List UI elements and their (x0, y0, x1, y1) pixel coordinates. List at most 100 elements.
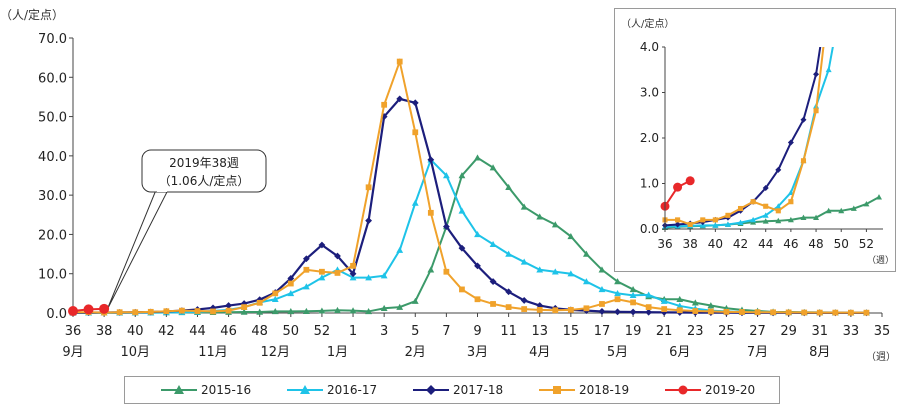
callout-pointer (106, 189, 169, 311)
inset-point-2015-16 (838, 207, 845, 214)
point-2016-17 (271, 295, 279, 302)
point-2018-19 (147, 308, 154, 315)
point-2018-19 (334, 270, 341, 276)
point-2017-18 (349, 270, 357, 278)
point-2018-19 (459, 286, 465, 293)
point-2015-16 (629, 286, 637, 293)
inset-point-2017-18 (800, 116, 807, 123)
main-month-label: 3月 (467, 345, 488, 360)
inset-point-2016-17 (750, 216, 757, 223)
main-x-tick-label: 11 (500, 324, 517, 339)
main-month-label: 5月 (607, 345, 628, 360)
legend-marker-2015-16 (161, 385, 197, 394)
main-x-tick-label: 31 (811, 324, 828, 339)
point-2017-18 (614, 308, 621, 316)
point-2015-16 (614, 278, 621, 285)
main-x-tick-label: 19 (625, 324, 642, 339)
point-2016-17 (567, 270, 575, 277)
point-2017-18 (225, 302, 232, 309)
main-x-tick-label: 17 (594, 324, 611, 339)
main-x-tick-label: 42 (158, 324, 175, 339)
inset-series-2018-19 (662, 47, 825, 227)
main-month-label: 9月 (62, 345, 83, 360)
inset-point-2017-18 (674, 221, 681, 228)
inset-x-tick-label: 46 (783, 237, 798, 251)
main-x-tick-label: 38 (96, 324, 113, 339)
main-month-label: 8月 (809, 345, 830, 360)
point-2015-16 (302, 307, 310, 314)
inset-point-2018-19 (675, 217, 681, 223)
main-y-tick-label: 50.0 (38, 111, 67, 126)
callout-line-1: 2019年38週 (169, 156, 239, 170)
point-2018-19 (210, 308, 216, 315)
inset-x-tick-label: 40 (708, 237, 723, 251)
main-y-tick-label: 60.0 (38, 71, 67, 86)
inset-point-2018-19 (725, 212, 731, 218)
main-x-tick-label: 15 (563, 324, 580, 339)
point-2018-19 (474, 296, 481, 303)
main-month-label: 4月 (529, 345, 550, 360)
inset-point-2018-19 (775, 208, 781, 214)
inset-point-2015-16 (876, 194, 882, 200)
inset-point-2016-17 (825, 66, 832, 73)
point-2016-17 (505, 250, 513, 257)
inset-point-2015-16 (800, 214, 807, 221)
inset-x-tick-label: 50 (834, 237, 849, 251)
inset-x-tick-label: 36 (657, 237, 672, 251)
main-x-tick-label: 40 (127, 324, 144, 339)
point-2017-18 (629, 308, 637, 316)
main-x-tick-label: 33 (843, 324, 860, 339)
point-2015-16 (458, 172, 466, 179)
inset-point-2018-19 (700, 217, 706, 223)
point-2018-19 (847, 309, 854, 316)
point-2018-19 (443, 268, 450, 275)
point-2018-19 (816, 309, 823, 316)
point-2015-16 (271, 308, 279, 315)
point-2018-19 (707, 308, 714, 315)
point-2015-16 (551, 221, 559, 228)
main-x-tick-label: 35 (874, 324, 891, 339)
point-2015-16 (349, 307, 357, 314)
inset-point-2016-17 (724, 221, 731, 227)
inset-point-2017-18 (775, 166, 782, 173)
point-2015-16 (334, 306, 341, 313)
inset-point-2018-19 (750, 199, 756, 205)
point-2016-17 (551, 268, 559, 275)
point-2016-17 (411, 199, 419, 206)
point-2018-19 (739, 309, 745, 315)
point-2015-16 (474, 154, 481, 161)
main-chart: （人/定点） （週） 0.010.020.030.040.050.060.070… (0, 7, 896, 363)
main-x-tick-label: 13 (531, 324, 548, 339)
point-2017-18 (442, 223, 450, 230)
main-x-tick-label: 7 (442, 324, 450, 339)
point-2016-17 (536, 266, 544, 273)
inset-point-2018-19 (788, 199, 794, 205)
legend-marker-2018-19 (539, 386, 575, 394)
inset-y-tick-label: 4.0 (640, 40, 659, 54)
main-x-tick-label: 36 (65, 324, 82, 339)
point-2017-18 (396, 95, 404, 103)
point-2015-16 (598, 266, 606, 273)
point-2018-19 (567, 306, 574, 313)
point-2015-16 (691, 299, 699, 306)
main-x-tick-label: 48 (251, 324, 268, 339)
point-2018-19 (785, 309, 792, 316)
main-x-tick-label: 29 (780, 324, 797, 339)
point-2016-17 (287, 289, 295, 297)
legend-label-2019-20: 2019-20 (705, 383, 756, 397)
point-2016-17 (489, 240, 497, 247)
inset-y-tick-label: 2.0 (640, 131, 659, 145)
main-x-tick-label: 21 (656, 324, 673, 339)
point-2017-18 (520, 297, 528, 304)
point-2015-16 (536, 213, 544, 220)
inset-point-2018-19 (687, 221, 693, 227)
point-2016-17 (458, 207, 466, 214)
point-2019-20 (83, 304, 94, 315)
main-month-label: 6月 (669, 345, 690, 360)
point-2019-20 (68, 306, 78, 317)
inset-point-2015-16 (850, 205, 857, 211)
main-x-tick-label: 1 (349, 324, 357, 339)
point-2018-19 (832, 309, 839, 316)
legend-marker-2019-20 (665, 385, 701, 395)
main-month-label: 1月 (327, 345, 348, 360)
